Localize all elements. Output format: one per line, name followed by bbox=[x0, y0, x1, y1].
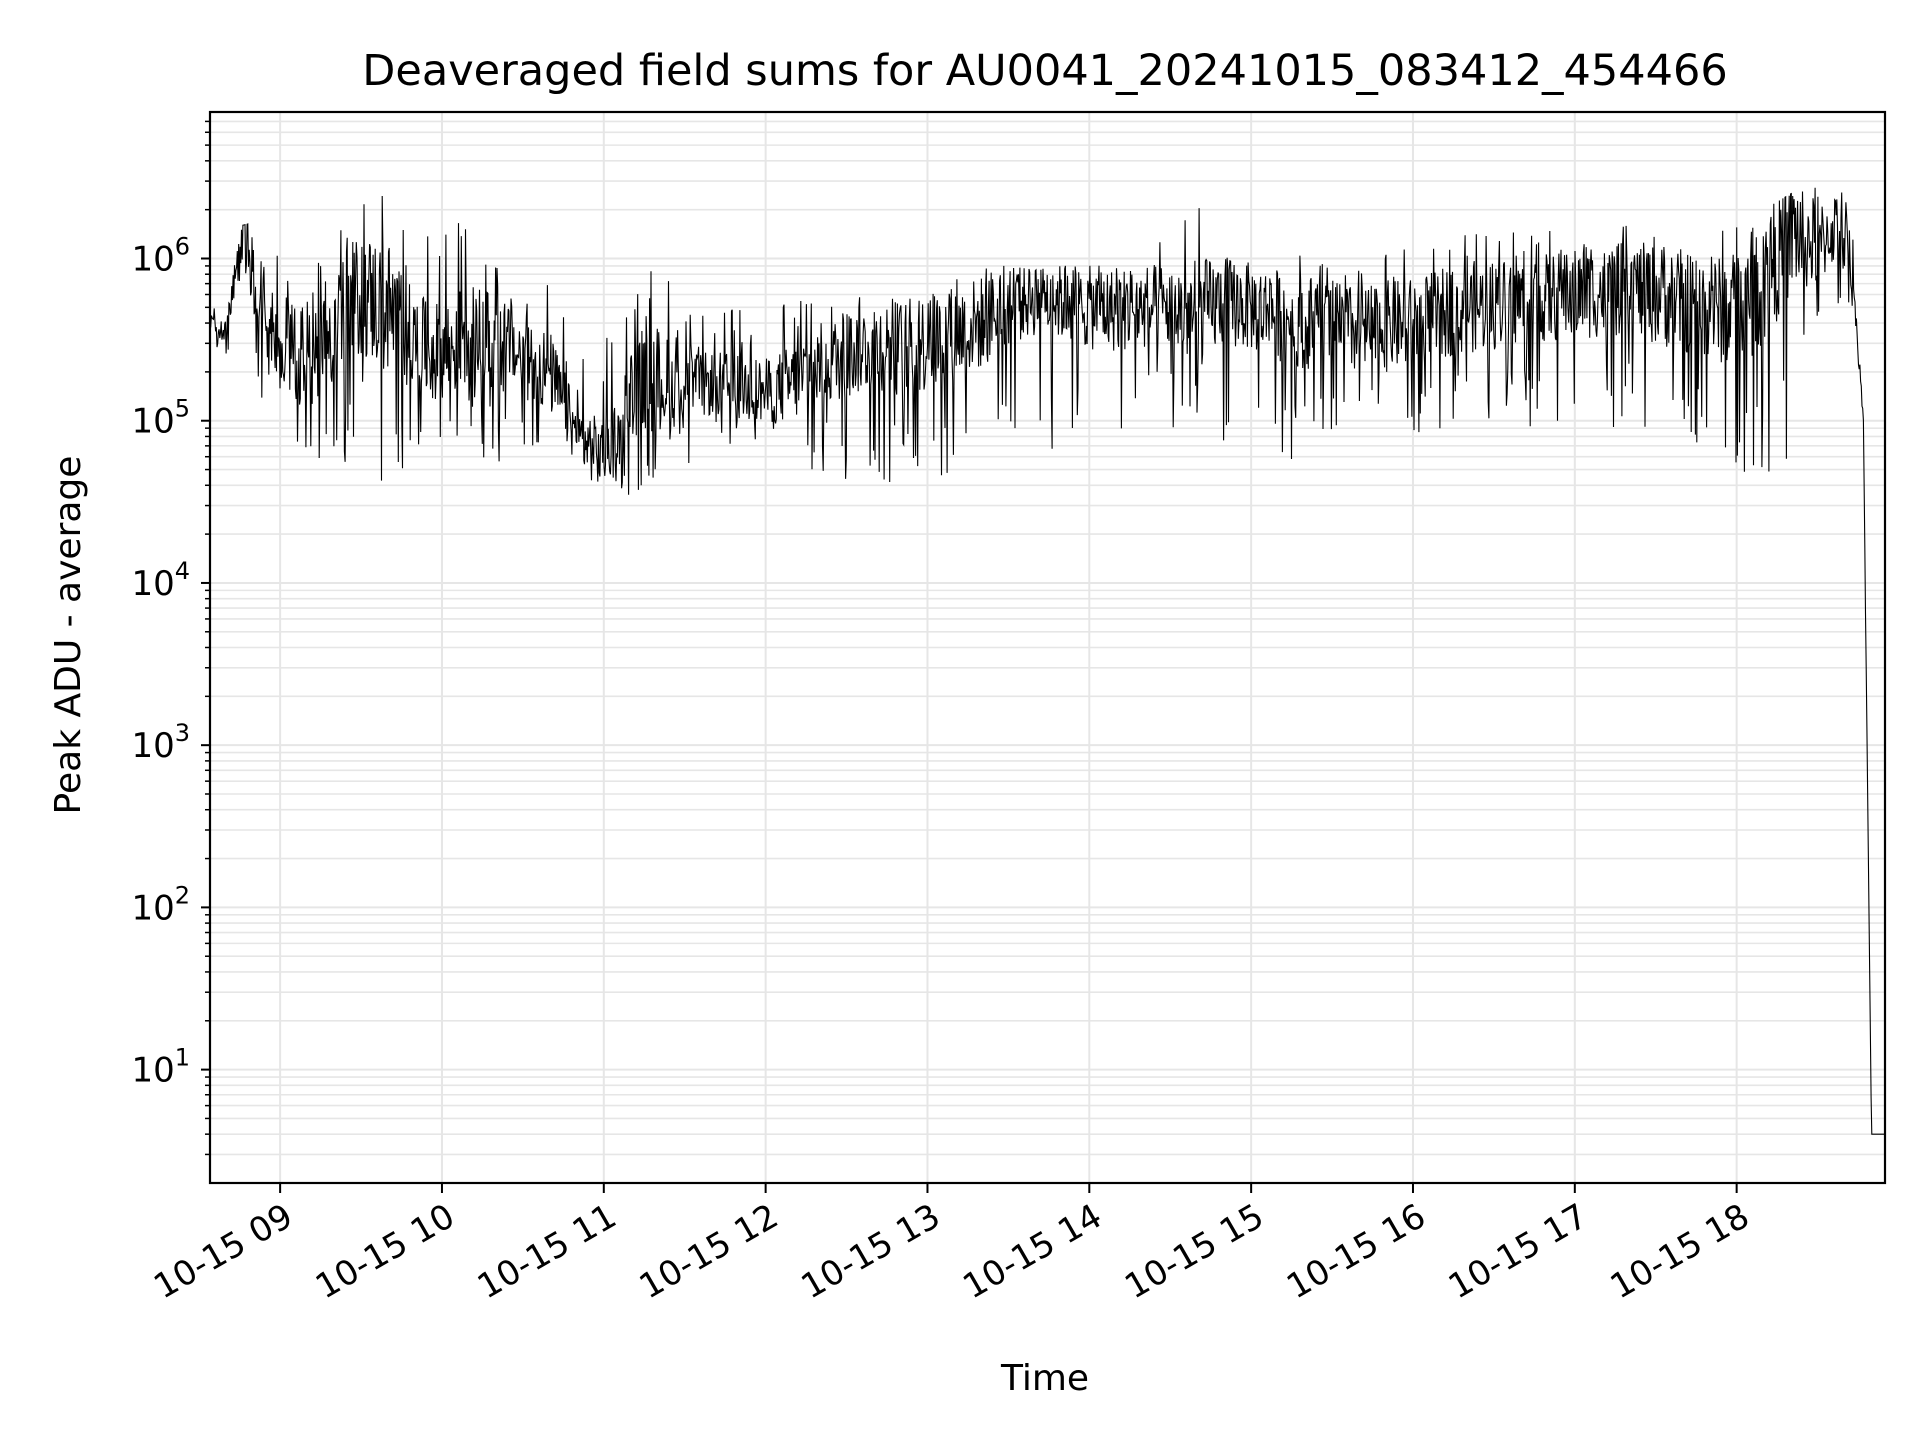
y-tick-label: 106 bbox=[131, 233, 190, 280]
x-axis-label: Time bbox=[1000, 1358, 1089, 1399]
axes-frame bbox=[208, 110, 1887, 1185]
series-line bbox=[209, 187, 1885, 1135]
y-tick-label: 101 bbox=[131, 1044, 190, 1091]
y-axis-label: Peak ADU - average bbox=[48, 456, 89, 815]
y-tick-label: 104 bbox=[131, 557, 190, 604]
y-tick-label: 103 bbox=[131, 719, 190, 766]
y-tick-label: 105 bbox=[131, 395, 190, 442]
y-tick-label: 102 bbox=[131, 881, 190, 928]
chart-title: Deaveraged field sums for AU0041_2024101… bbox=[362, 46, 1727, 96]
